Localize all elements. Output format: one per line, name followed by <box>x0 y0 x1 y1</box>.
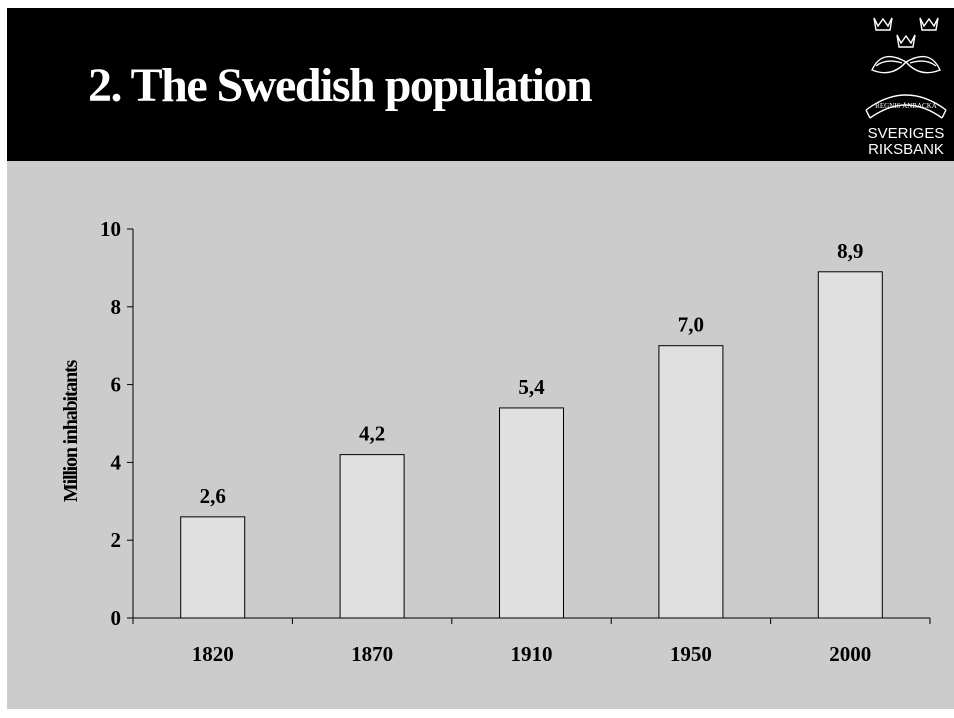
data-label-1950: 7,0 <box>678 313 704 337</box>
y-axis-label: Million inhabitants <box>60 360 82 503</box>
y-tick-label: 2 <box>111 528 122 552</box>
x-tick-label-1870: 1870 <box>351 642 393 666</box>
bar-1950 <box>658 345 724 619</box>
bar-1870 <box>339 454 405 619</box>
logo-line-riksbank: RIKSBANK <box>868 141 944 158</box>
chart-area: 0 2 4 6 8 10 2,6 1820 4,2 1870 5,4 1910 7,0 1950 8,9 20… <box>7 161 954 709</box>
slide-title: 2. The Swedish population <box>88 59 593 112</box>
bar-2000 <box>817 271 883 619</box>
bar-chart: 0 2 4 6 8 10 2,6 1820 4,2 1870 5,4 1910 7,0 1950 8,9 20… <box>60 217 931 666</box>
y-tick-label: 8 <box>111 295 122 319</box>
x-tick-label-1820: 1820 <box>192 642 234 666</box>
data-label-1870: 4,2 <box>359 422 385 446</box>
x-tick-label-2000: 2000 <box>829 642 871 666</box>
title-bar <box>7 8 954 161</box>
data-label-2000: 8,9 <box>837 239 863 263</box>
x-tick-label-1910: 1910 <box>511 642 553 666</box>
bar-1820 <box>180 516 246 619</box>
logo-ribbon-text: REGNIS ÅNBACKA <box>875 102 937 110</box>
y-tick-label: 10 <box>100 217 121 241</box>
y-tick-label: 4 <box>111 450 122 474</box>
x-tick-label-1950: 1950 <box>670 642 712 666</box>
logo-line-sveriges: SVERIGES <box>867 125 945 142</box>
bar-1910 <box>499 407 564 619</box>
data-label-1820: 2,6 <box>200 484 226 508</box>
y-tick-label: 6 <box>111 373 122 397</box>
data-label-1910: 5,4 <box>518 375 545 399</box>
crowns-emblem-icon: REGNIS ÅNBACKA <box>865 17 947 119</box>
riksbank-logo: REGNIS ÅNBACKA SVERIGES RIKSBANK <box>858 8 954 158</box>
y-tick-label: 0 <box>111 606 122 630</box>
